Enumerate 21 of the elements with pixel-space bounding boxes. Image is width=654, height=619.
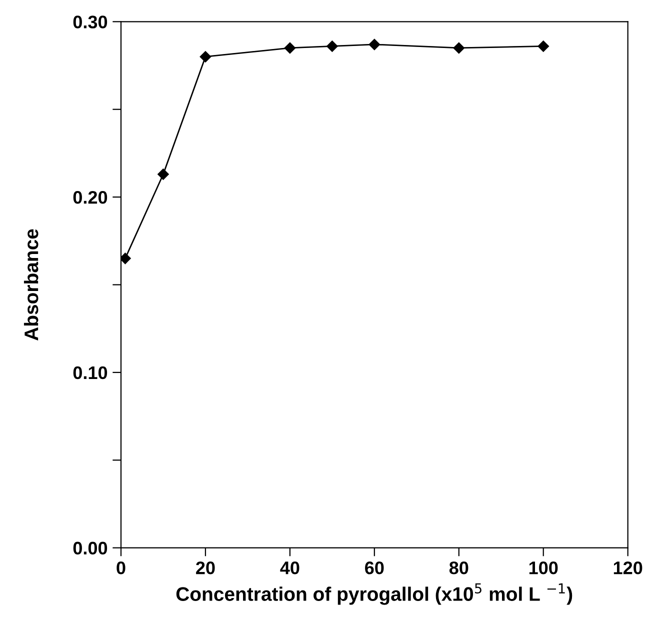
x-tick-label: 20 bbox=[196, 561, 215, 574]
x-tick-label: 40 bbox=[280, 561, 300, 574]
point bbox=[453, 42, 464, 54]
y-tick-label: 0.30 bbox=[73, 16, 108, 28]
y-tick-label: 0.00 bbox=[73, 542, 108, 555]
x-axis-title: Concentration of pyrogallol (x10$^{5}$ mol L $^{−1}$) bbox=[176, 583, 572, 605]
point bbox=[538, 40, 549, 52]
x-tick-label: 120 bbox=[614, 561, 642, 574]
point bbox=[368, 38, 380, 50]
y-axis-title: Absorbance bbox=[24, 229, 38, 340]
y-tick-label: 0.10 bbox=[73, 366, 108, 380]
point bbox=[200, 51, 212, 62]
point bbox=[120, 252, 131, 264]
x-tick-label: 60 bbox=[365, 561, 384, 574]
y-tick-label: 0.20 bbox=[73, 190, 108, 204]
point bbox=[326, 40, 338, 52]
x-tick-label: 100 bbox=[529, 561, 558, 574]
point bbox=[158, 168, 169, 180]
point bbox=[284, 42, 296, 54]
x-tick-label: 80 bbox=[449, 561, 468, 574]
x-tick-label: 0 bbox=[116, 561, 126, 574]
